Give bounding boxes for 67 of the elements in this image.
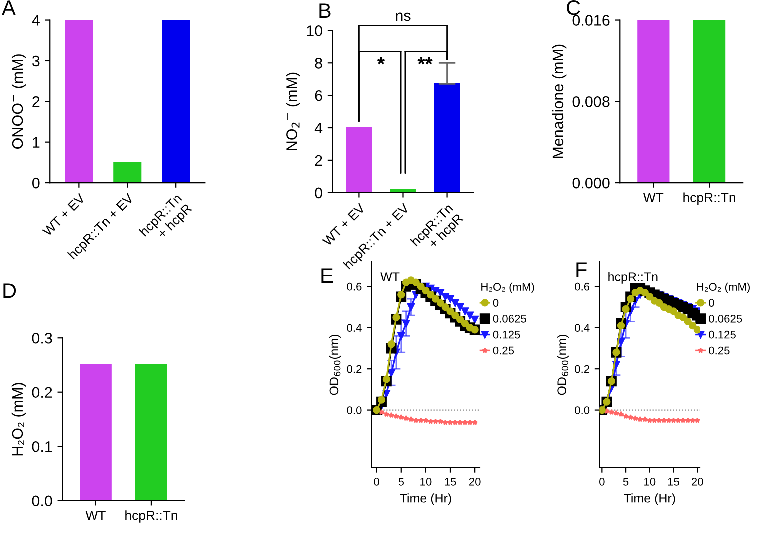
y-tick-label: 8 — [315, 58, 322, 69]
annotation: WT — [380, 272, 400, 282]
y-tick-label: 0.2 — [32, 387, 52, 398]
x-tick-label: 15 — [668, 478, 680, 486]
x-tick-label: 10 — [420, 478, 432, 486]
chart-title: A — [2, 0, 16, 16]
y-axis-title: ONOO$^{−}$ (mM) — [12, 54, 26, 149]
y-tick-label: 0.6 — [575, 282, 590, 291]
y-axis-title: NO$_{2}$$^{−}$ (mM) — [286, 72, 300, 150]
y-tick-label: 0.4 — [347, 324, 362, 332]
y-tick-label: 0.0 — [32, 496, 52, 507]
legend-label: 0.25 — [709, 346, 730, 355]
x-tick-label: hcpR::Tn — [684, 192, 736, 206]
y-tick-label: 0.1 — [32, 441, 52, 452]
legend-title: H₂O₂ (mM) — [697, 282, 750, 294]
y-tick-label: 2 — [315, 155, 322, 166]
chart-title: D — [4, 284, 16, 298]
x-tick-label: 5 — [623, 478, 629, 486]
chart-title: E — [322, 268, 333, 284]
x-tick-label: WT + EV — [42, 193, 86, 237]
y-tick-label: 1 — [33, 137, 40, 148]
x-axis-title: Time (Hr) — [400, 494, 452, 506]
legend-label: 0.0625 — [709, 314, 742, 323]
annotation: * — [377, 57, 385, 65]
y-tick-label: 0.0 — [575, 406, 590, 414]
legend-label: 0.25 — [493, 346, 514, 355]
chart-title: F — [576, 262, 587, 278]
text: ns — [396, 12, 411, 22]
x-tick-label: 0 — [374, 478, 380, 486]
y-tick-label: 0 — [32, 178, 40, 189]
x-tick-label: 15 — [445, 478, 456, 486]
y-axis-title: OD$_{600}$(nm) — [557, 334, 569, 396]
y-tick-label: 0.4 — [575, 324, 590, 332]
y-axis-title: OD$_{600}$(nm) — [329, 334, 342, 396]
legend-title: H₂O₂ (mM) — [482, 282, 534, 294]
x-tick-label: 10 — [644, 478, 656, 486]
annotation: ** — [418, 57, 433, 65]
y-tick-label: 0.000 — [572, 178, 610, 189]
y-tick-label: 10 — [307, 26, 322, 36]
y-tick-label: 0.2 — [347, 365, 362, 374]
y-tick-label: 0.6 — [347, 282, 362, 291]
y-tick-label: 0.2 — [575, 365, 590, 374]
chart-title: B — [320, 4, 331, 18]
legend-label: 0.125 — [709, 330, 736, 339]
y-tick-label: 3 — [32, 56, 40, 67]
y-tick-label: 4 — [32, 15, 40, 26]
legend-label: 0 — [709, 299, 714, 307]
y-tick-label: 0.0 — [347, 406, 362, 414]
legend-label: 0.0625 — [493, 314, 526, 323]
chart-title: C — [567, 0, 580, 16]
y-tick-label: 0.3 — [32, 332, 52, 344]
legend-label: 0.125 — [493, 330, 520, 339]
x-tick-label: 5 — [398, 478, 404, 486]
y-tick-label: 2 — [32, 96, 40, 108]
x-tick-label: 0 — [600, 478, 605, 486]
y-axis-title: H₂O₂ (mM) — [12, 383, 26, 456]
y-tick-label: 6 — [315, 90, 322, 102]
x-axis-title: Time (Hr) — [624, 494, 676, 506]
y-tick-label: 0.008 — [572, 96, 610, 108]
x-tick-label: WT — [643, 193, 664, 202]
y-tick-label: 4 — [314, 123, 323, 134]
x-tick-label: 20 — [692, 478, 704, 486]
annotation: hcpR::Tn — [608, 272, 658, 284]
legend-label: 0 — [493, 299, 499, 307]
y-axis-title: Menadione (mM) — [552, 44, 567, 158]
y-tick-label: 0.016 — [572, 15, 610, 26]
x-tick-label: 20 — [469, 478, 481, 486]
